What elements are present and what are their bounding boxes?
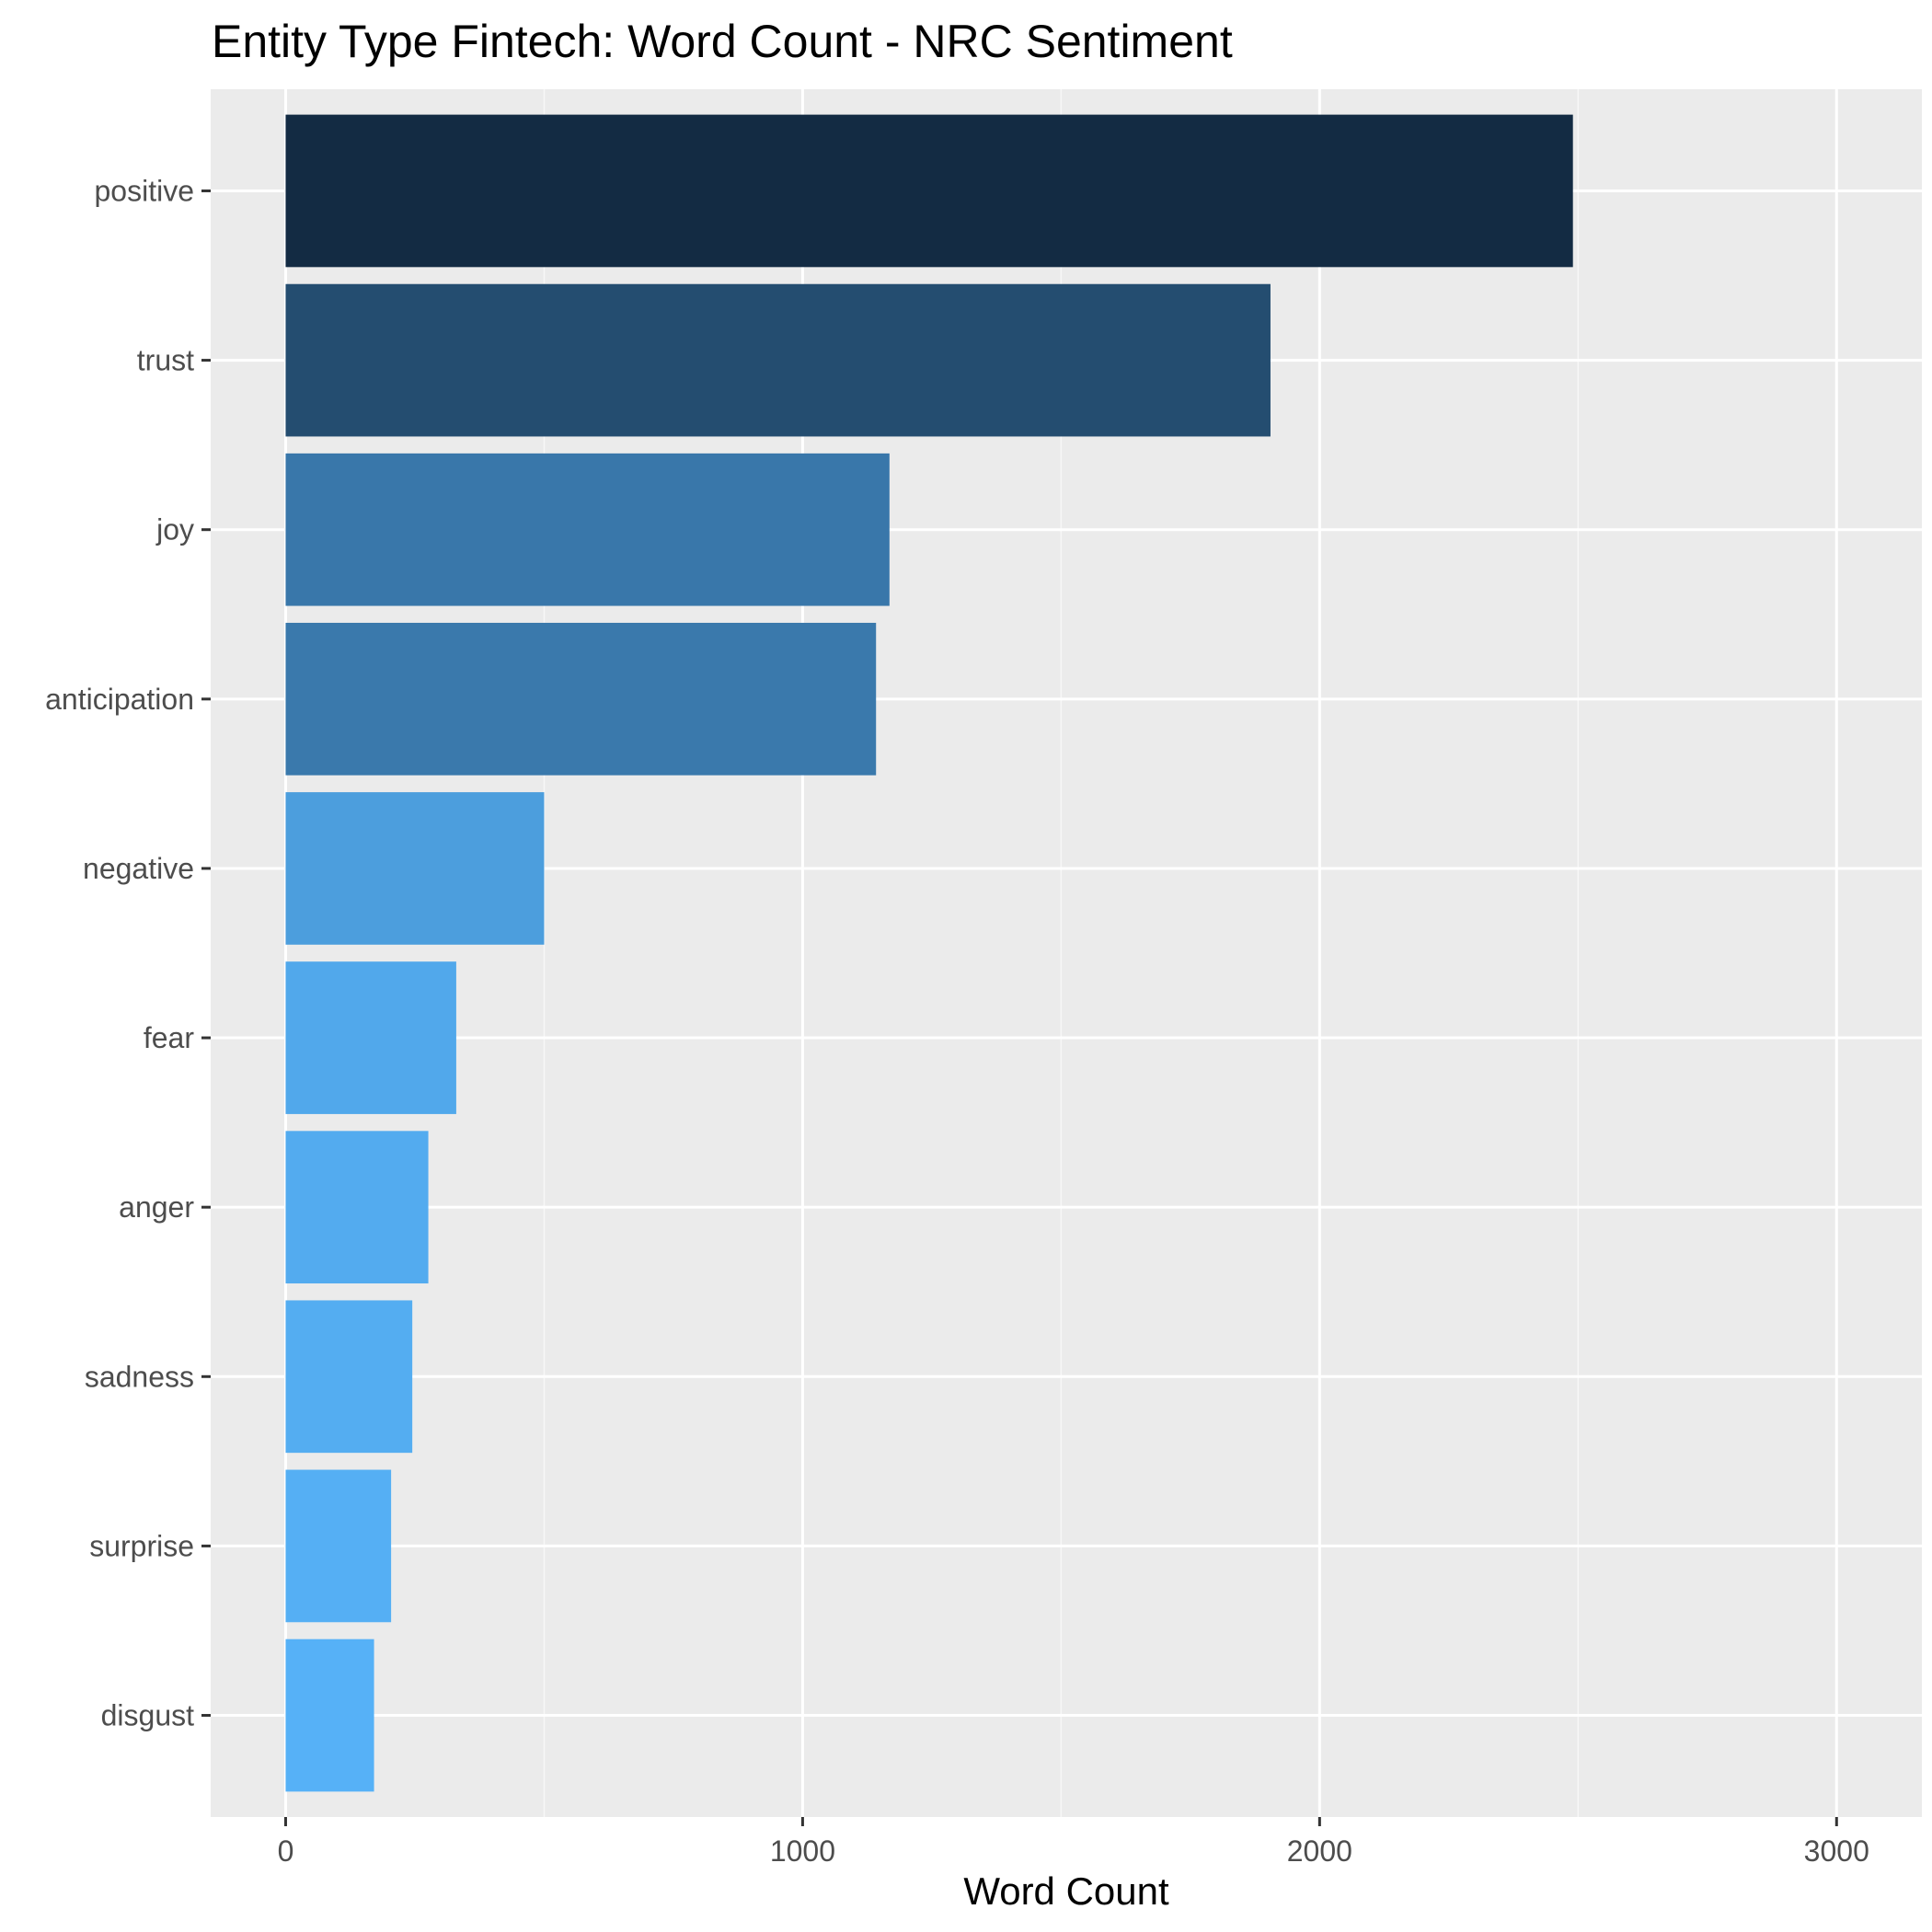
bar-positive [285, 114, 1573, 268]
bar-trust [285, 283, 1271, 437]
y-tick-label: anticipation [45, 683, 194, 716]
y-tick-label: positive [95, 174, 195, 207]
bar-anticipation [285, 622, 877, 776]
bar-anger [285, 1131, 429, 1284]
bar-surprise [285, 1469, 392, 1623]
y-tick-label: trust [137, 344, 194, 377]
y-tick-label: joy [155, 513, 194, 546]
bar-disgust [285, 1639, 374, 1792]
bar-joy [285, 453, 890, 606]
chart-title: Entity Type Fintech: Word Count - NRC Se… [212, 16, 1233, 67]
y-tick-label: disgust [101, 1699, 195, 1732]
x-tick-label: 1000 [770, 1834, 835, 1868]
bar-negative [285, 792, 545, 945]
x-axis-title: Word Count [963, 1869, 1169, 1913]
y-tick-label: surprise [89, 1529, 194, 1562]
y-tick-label: sadness [85, 1360, 194, 1393]
x-tick-label: 3000 [1804, 1834, 1869, 1868]
bars [285, 114, 1573, 1792]
y-tick-label: anger [119, 1190, 194, 1224]
bar-sadness [285, 1300, 413, 1454]
y-tick-label: negative [83, 852, 194, 885]
y-tick-label: fear [144, 1021, 194, 1054]
x-tick-label: 0 [278, 1834, 294, 1868]
x-axis: 0 1000 2000 3000 [278, 1817, 1869, 1868]
x-tick-label: 2000 [1287, 1834, 1352, 1868]
bar-fear [285, 961, 456, 1114]
y-axis: positive trust joy anticipation negative fear… [45, 174, 211, 1732]
